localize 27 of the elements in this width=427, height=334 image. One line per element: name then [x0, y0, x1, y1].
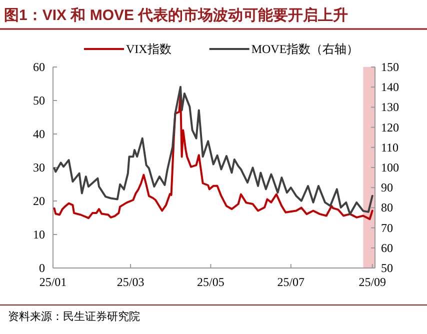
x-tick-label: 25/05 [197, 275, 224, 289]
legend-label: VIX指数 [126, 42, 172, 56]
x-tick-label: 25/01 [39, 275, 67, 289]
y2-tick-label: 130 [381, 100, 399, 114]
y2-tick-label: 140 [381, 80, 399, 94]
y2-tick-label: 100 [381, 160, 399, 174]
y2-tick-label: 110 [381, 140, 399, 154]
x-tick-label: 25/03 [116, 275, 144, 289]
y-tick-label: 60 [33, 60, 45, 74]
y2-tick-label: 120 [381, 120, 399, 134]
y-tick-label: 0 [39, 261, 45, 275]
y-tick-label: 30 [33, 160, 45, 174]
y2-tick-label: 70 [381, 220, 393, 235]
x-tick-label: 25/09 [358, 275, 386, 289]
y-tick-label: 20 [33, 194, 45, 208]
y2-tick-label: 80 [381, 200, 393, 215]
text: 资料来源：民生证券研究院 [8, 310, 140, 323]
y2-tick-label: 50 [381, 261, 393, 275]
y2-tick-label: 60 [381, 240, 393, 255]
y-tick-label: 50 [33, 94, 45, 108]
legend-label: MOVE指数（右轴） [251, 42, 359, 56]
y2-tick-label: 90 [381, 180, 393, 195]
x-tick-label: 25/07 [277, 275, 305, 289]
chart-title: 图1：VIX 和 MOVE 代表的市场波动可能要开启上升 [4, 6, 348, 24]
y2-tick-label: 150 [381, 60, 399, 74]
y-tick-label: 10 [33, 228, 45, 242]
y-tick-label: 40 [33, 127, 45, 141]
